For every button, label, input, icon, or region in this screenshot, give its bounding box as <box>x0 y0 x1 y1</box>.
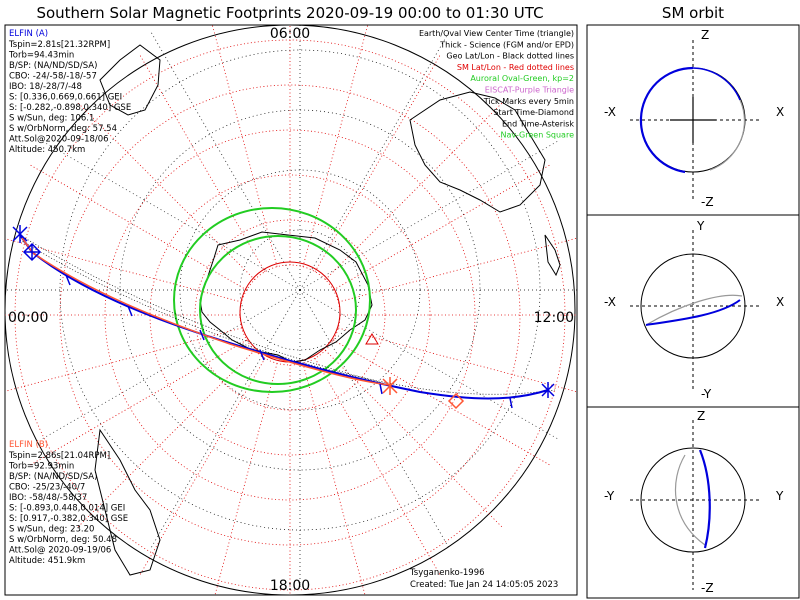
legend-item: End Time-Asterisk <box>502 119 574 128</box>
legend-item: Geo Lat/Lon - Black dotted lines <box>446 52 574 61</box>
legend-item: Thick - Science (FGM and/or EPD) <box>439 40 574 49</box>
orbit-panel-xy: Y -Y -X X <box>604 219 784 401</box>
orbit-panel-yz: Z -Z -Y Y <box>604 409 784 595</box>
elfin-a-start-asterisk <box>12 225 28 243</box>
view-center-triangle <box>365 333 379 345</box>
credit-created: Created: Tue Jan 24 14:05:05 2023 <box>410 580 558 590</box>
time-label-bottom: 18:00 <box>270 578 310 594</box>
orbit-yz-left: -Y <box>604 489 615 503</box>
track-dotted-b <box>19 234 391 386</box>
legend-item: Start Time-Diamond <box>493 108 574 117</box>
elfin-b-info-line: Tspin=2.86s[21.04RPM] <box>8 451 110 461</box>
elfin-a-track <box>19 234 549 400</box>
elfin-a-info-line: S w/Sun, deg: 106.1 <box>9 114 94 124</box>
elfin-a-info-line: S: [-0.282,-0.898,0.340] GSE <box>9 103 131 113</box>
orbit-xz-left: -X <box>604 105 616 119</box>
elfin-b-end-asterisk <box>382 377 398 395</box>
time-label-right: 12:00 <box>534 310 574 326</box>
legend: Earth/Oval View Center Time (triangle) Th… <box>419 29 574 140</box>
elfin-a-ticks <box>65 274 513 409</box>
australia-coastline <box>409 91 546 213</box>
elfin-a-info-line: Torb=94.43min <box>8 51 74 61</box>
polar-map <box>5 25 577 595</box>
auroral-oval-inner <box>199 235 357 385</box>
elfin-a-info-line: B/SP: (NA/ND/SD/SA) <box>9 61 97 71</box>
orbit-yz-bottom: -Z <box>701 581 714 595</box>
elfin-b-info-line: CBO: -25/23/-40/7 <box>9 483 85 493</box>
legend-item: SM Lat/Lon - Red dotted lines <box>457 63 574 72</box>
auroral-oval-outer <box>173 207 371 393</box>
elfin-b-track <box>21 237 391 386</box>
elfin-a-info-line: CBO: -24/-58/-18/-57 <box>9 72 97 82</box>
orbit-xz-bottom: -Z <box>701 195 714 209</box>
elfin-b-info: ELFIN (B) Tspin=2.86s[21.04RPM]Torb=92.9… <box>8 440 128 566</box>
elfin-a-name: ELFIN (A) <box>9 29 48 39</box>
orbit-panel-frame <box>586 24 800 599</box>
figure-title: Southern Solar Magnetic Footprints 2020-… <box>36 4 543 22</box>
orbit-xz-top: Z <box>701 28 709 42</box>
earth-disk <box>5 25 576 595</box>
elfin-b-info-line: S w/Sun, deg: 23.20 <box>9 525 94 535</box>
elfin-b-info-line: IBO: -58/48/-58/37 <box>9 493 87 503</box>
elfin-b-info-line: Att.Sol@ 2020-09-19/06 <box>9 546 111 556</box>
elfin-a-info-line: IBO: 18/-28/7/-48 <box>9 82 82 92</box>
legend-item: Nav-Green Square <box>500 131 574 140</box>
orbit-yz-right: Y <box>775 489 784 503</box>
elfin-a-info-line: S w/OrbNorm, deg: 57.54 <box>9 124 117 134</box>
elfin-a-info-line: Tspin=2.81s[21.32RPM] <box>8 40 110 50</box>
elfin-a-info-line: Altitude: 450.7km <box>9 145 85 155</box>
orbit-xy-bottom: -Y <box>701 387 712 401</box>
elfin-b-info-line: Altitude: 451.9km <box>9 556 85 566</box>
orbit-yz-top: Z <box>697 409 705 423</box>
orbit-xy-left: -X <box>604 295 616 309</box>
orbit-title: SM orbit <box>662 4 724 22</box>
time-label-top: 06:00 <box>270 26 310 42</box>
legend-item: Tick Marks every 5min <box>483 97 574 106</box>
elfin-b-info-line: Torb=92.93min <box>8 462 74 472</box>
elfin-b-diamond <box>447 392 465 410</box>
elfin-b-info-line: B/SP: (NA/ND/SD/SA) <box>9 472 97 482</box>
elfin-b-info-line: S w/OrbNorm, deg: 50.48 <box>9 535 117 545</box>
orbit-panel-xz: Z -Z -X X <box>604 28 784 209</box>
legend-item: Auroral Oval-Green, kp=2 <box>470 74 574 83</box>
elfin-a-info-line: Att.Sol@2020-09-18/06 <box>9 135 109 145</box>
elfin-b-info-line: S: [-0.893,0.448,0.014] GEI <box>9 504 125 514</box>
orbit-xz-right: X <box>776 105 784 119</box>
elfin-a-info: ELFIN (A) Tspin=2.81s[21.32RPM]Torb=94.4… <box>8 29 131 155</box>
legend-item: EISCAT-Purple Triangle <box>485 86 574 95</box>
south-america-coastline <box>94 428 161 576</box>
time-label-left: 00:00 <box>8 310 48 326</box>
map-frame <box>4 24 578 596</box>
new-zealand-coastline <box>544 234 561 277</box>
africa-coastline <box>99 44 161 116</box>
credit-author: Tsyganenko-1996 <box>409 568 485 578</box>
legend-item: Earth/Oval View Center Time (triangle) <box>419 29 574 38</box>
orbit-xy-right: X <box>776 295 784 309</box>
elfin-b-name: ELFIN (B) <box>9 440 48 450</box>
elfin-a-end-asterisk <box>541 382 555 398</box>
elfin-a-info-line: S: [0.336,0.669,0.661] GEI <box>9 93 122 103</box>
orbit-xy-top: Y <box>696 219 705 233</box>
elfin-b-info-line: S: [0.917,-0.382,0.340] GSE <box>9 514 128 524</box>
